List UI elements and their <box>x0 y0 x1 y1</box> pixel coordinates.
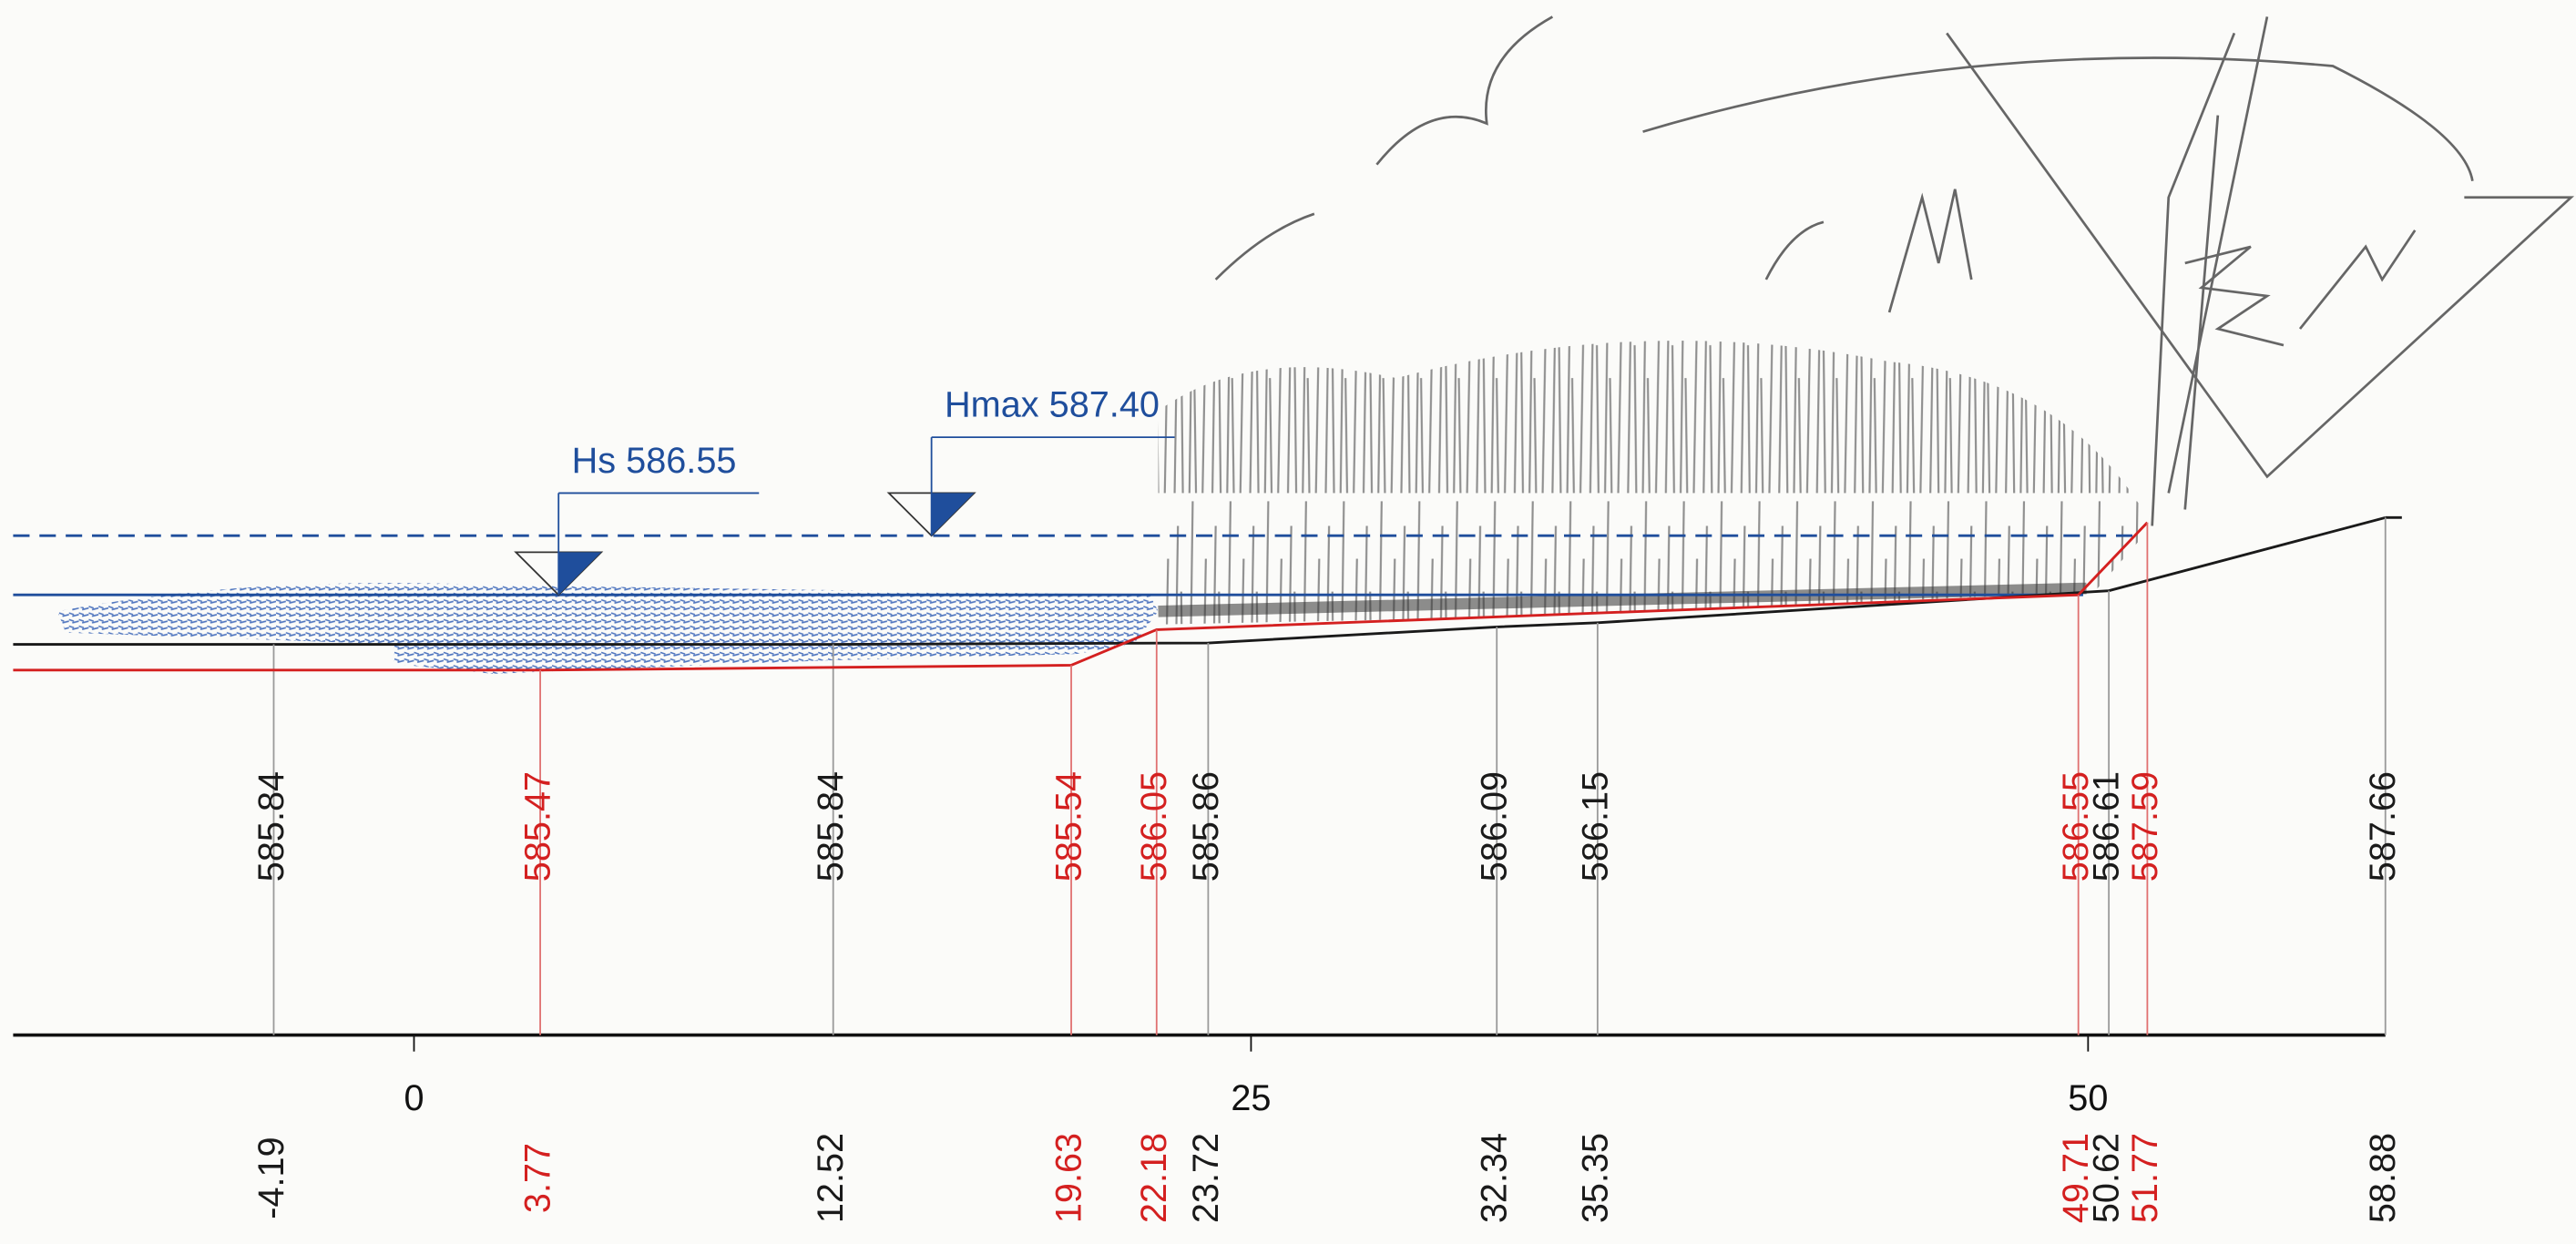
water-level-name: Hmax <box>945 385 1039 425</box>
axis-tick-label: 0 <box>404 1078 424 1118</box>
sketch-stroke <box>1376 16 1552 164</box>
elevation-label: 585.54 <box>1049 771 1089 882</box>
station-label: 23.72 <box>1186 1133 1226 1223</box>
station-label: 32.34 <box>1475 1133 1515 1223</box>
elevation-label: 586.09 <box>1475 771 1515 882</box>
elevation-label: 586.05 <box>1134 771 1174 882</box>
sketch-stroke <box>1643 57 2473 180</box>
station-label: 35.35 <box>1575 1133 1615 1223</box>
axis-tick-label: 50 <box>2068 1078 2108 1118</box>
water-level-name: Hs <box>572 441 616 481</box>
sketch-stroke <box>1889 189 1971 312</box>
elevation-label: 585.86 <box>1186 771 1226 882</box>
elevation-label: 587.59 <box>2125 771 2165 882</box>
station-label: 19.63 <box>1049 1133 1089 1223</box>
station-label: 12.52 <box>811 1133 851 1223</box>
sketch-stroke <box>1766 222 1824 280</box>
elevation-label: 585.47 <box>518 771 558 882</box>
elevation-label: 586.15 <box>1575 771 1615 882</box>
station-label: 58.88 <box>2363 1133 2403 1223</box>
station-label: 3.77 <box>518 1143 558 1213</box>
water-level-label: Hs 586.55 <box>572 441 737 481</box>
station-label: 51.77 <box>2125 1133 2165 1223</box>
elevation-label: 585.84 <box>811 771 851 882</box>
page: {"profile": { "existing": {"color": "#1a… <box>0 0 2576 1244</box>
sketch-stroke <box>1216 214 1314 280</box>
water-level-value: 587.40 <box>1049 385 1160 425</box>
station-label: 22.18 <box>1134 1133 1174 1223</box>
cross-section: 0 25 50 Hs 586.55 Hmax 587.40 585.84 -4.19 585.… <box>0 0 2576 1244</box>
water-level-label: Hmax 587.40 <box>945 385 1160 425</box>
water-level-value: 586.55 <box>626 441 736 481</box>
reeds-sketch <box>1159 341 2152 625</box>
station-label: 49.71 <box>2056 1133 2096 1223</box>
elevation-label: 585.84 <box>251 771 291 882</box>
sketch-stroke <box>2152 16 2267 525</box>
water-sketch <box>57 583 1158 674</box>
elevation-label: 587.66 <box>2363 771 2403 882</box>
axis-tick-label: 25 <box>1231 1078 1271 1118</box>
station-label: -4.19 <box>251 1137 291 1219</box>
elevation-label: 586.55 <box>2056 771 2096 882</box>
